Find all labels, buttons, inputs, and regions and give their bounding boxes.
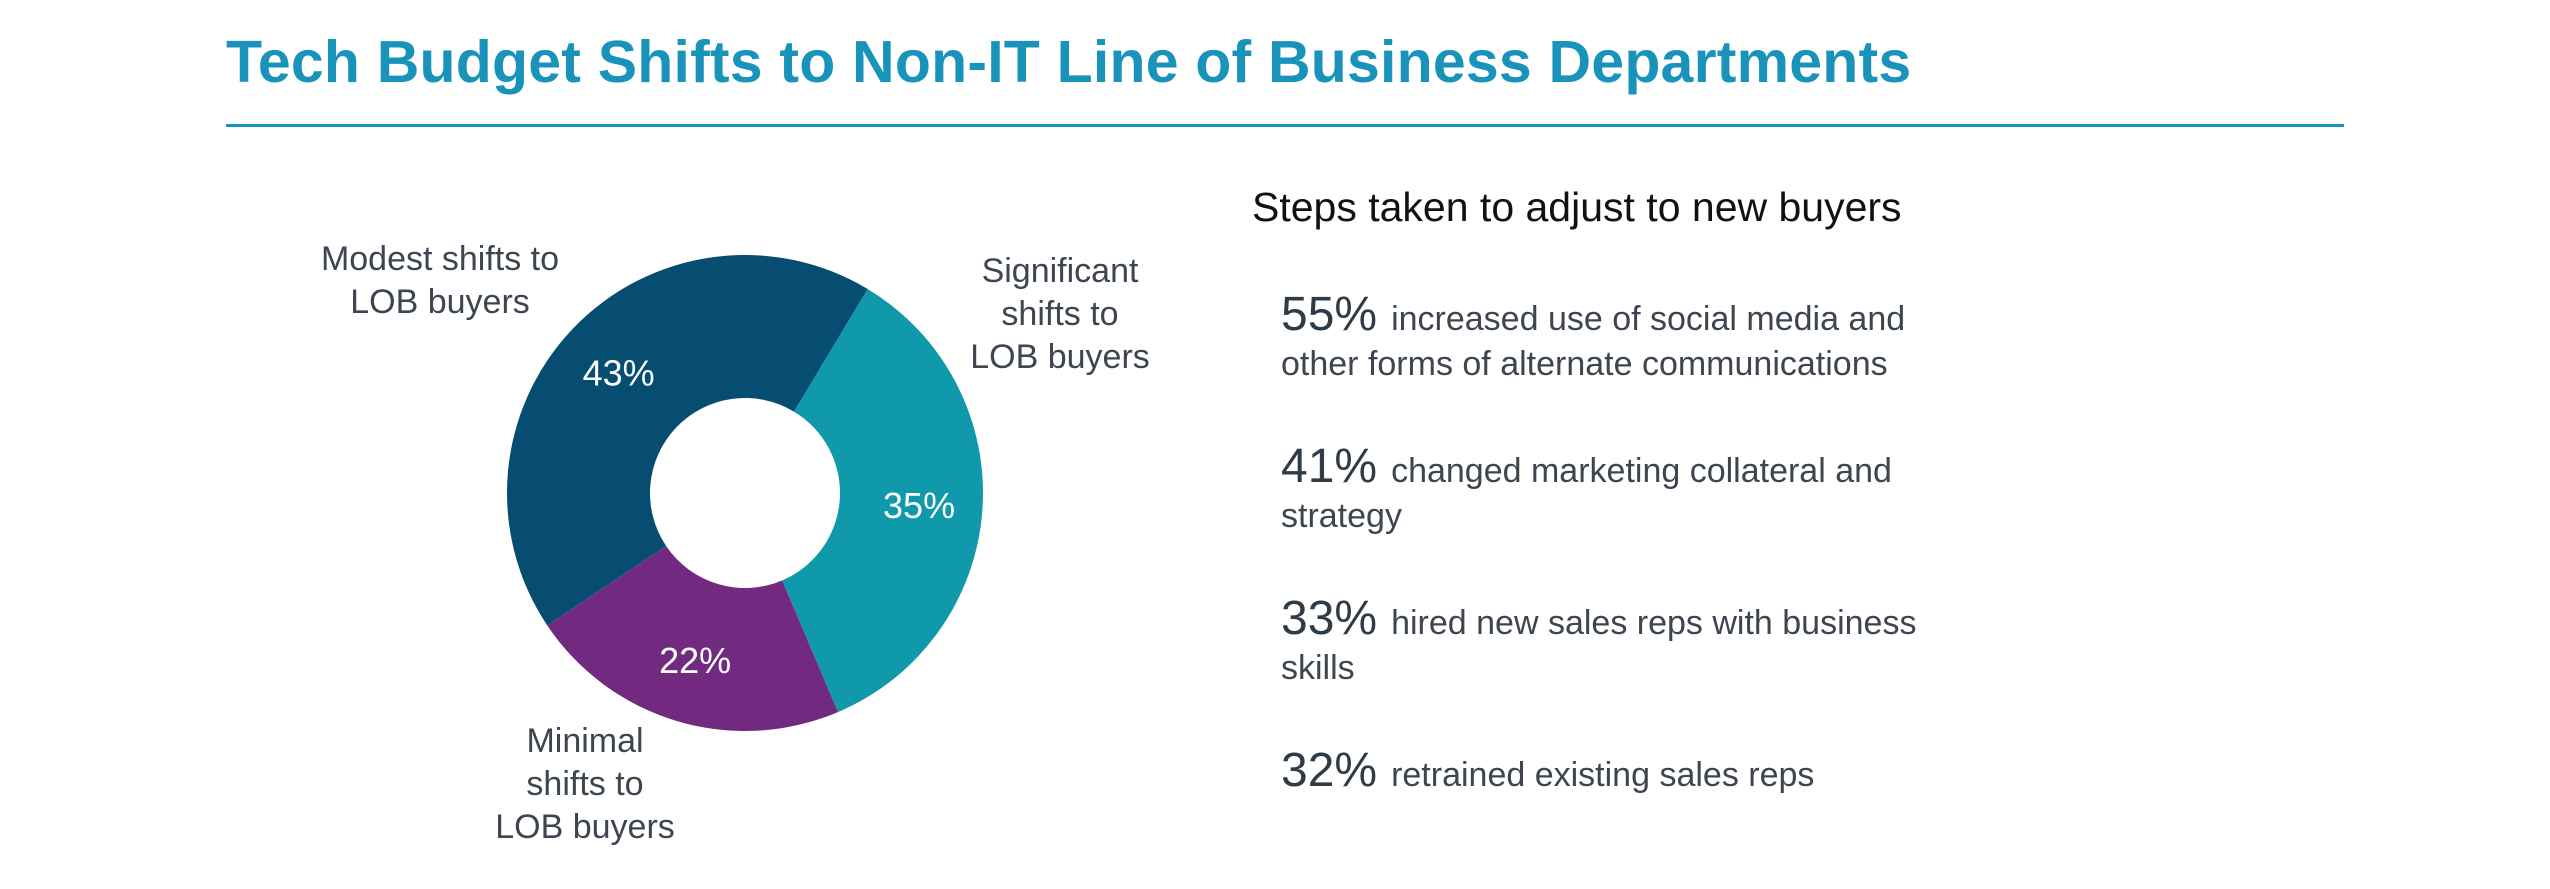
step-item: 32% retrained existing sales reps [1281, 747, 2061, 798]
step-item: 55% increased use of social media and oth… [1281, 291, 2061, 386]
step-text: hired new sales reps with business [1391, 604, 1917, 642]
slice-label-line: LOB buyers [495, 808, 675, 846]
donut-slice-significant [782, 288, 984, 713]
slice-label-significant: Significant shifts to LOB buyers [935, 250, 1185, 379]
slice-label-line: shifts to [1001, 295, 1119, 333]
slice-label-line: Minimal [526, 722, 644, 760]
title-divider [226, 124, 2344, 127]
steps-heading: Steps taken to adjust to new buyers [1252, 184, 1902, 230]
slice-label-line: Significant [981, 252, 1139, 290]
slice-value-label: 22% [659, 640, 731, 681]
donut-slice-modest [507, 254, 868, 626]
step-text: changed marketing collateral and [1391, 452, 1892, 490]
step-percent: 32% [1281, 744, 1378, 797]
slice-value-label: 35% [883, 485, 955, 526]
page-title: Tech Budget Shifts to Non-IT Line of Bus… [226, 29, 1912, 95]
slice-label-line: LOB buyers [350, 283, 530, 321]
slice-label-line: Modest shifts to [320, 240, 560, 278]
slice-label-minimal: Minimal shifts to LOB buyers [460, 720, 710, 849]
slice-label-line: shifts to [526, 765, 644, 803]
step-text: increased use of social media and [1391, 300, 1906, 338]
step-text-continued: strategy [1281, 497, 1402, 535]
donut-slice-minimal [547, 545, 838, 731]
slice-label-line: LOB buyers [970, 338, 1150, 376]
step-text: retrained existing sales reps [1391, 756, 1815, 794]
slice-label-modest: Modest shifts to LOB buyers [290, 238, 590, 324]
step-text-continued: other forms of alternate communications [1281, 345, 1888, 383]
donut-chart: 35% 22% 43% [507, 254, 984, 731]
slice-value-label: 43% [583, 353, 655, 394]
step-item: 41% changed marketing collateral and stra… [1281, 443, 2061, 538]
step-percent: 55% [1281, 288, 1378, 341]
step-text-continued: skills [1281, 649, 1355, 687]
step-percent: 33% [1281, 592, 1378, 645]
step-item: 33% hired new sales reps with business sk… [1281, 595, 2061, 690]
step-percent: 41% [1281, 440, 1378, 493]
